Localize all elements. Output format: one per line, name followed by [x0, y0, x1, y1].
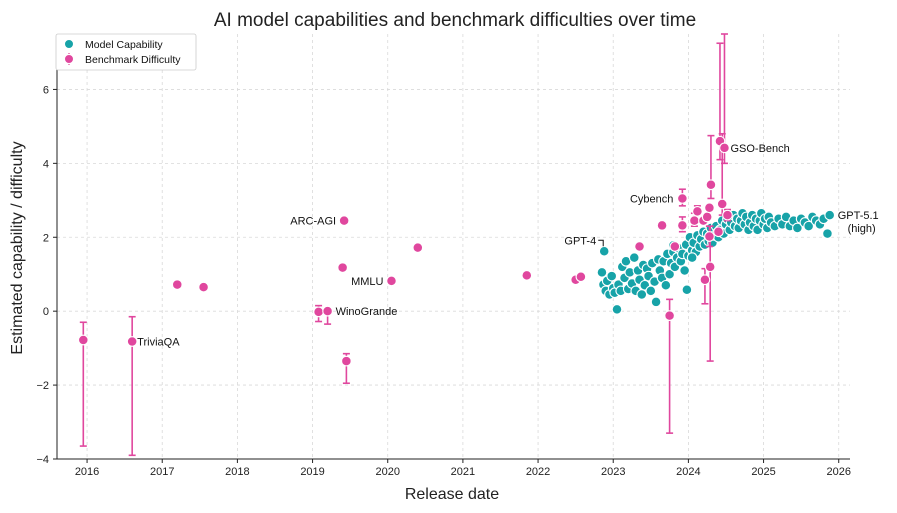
- annotation-label: ARC-AGI: [290, 216, 336, 228]
- benchmark-point: [386, 275, 397, 287]
- model-point: [645, 285, 657, 297]
- legend-label-benchmark: Benchmark Difficulty: [85, 54, 181, 66]
- model-point: [660, 279, 672, 291]
- legend-box: [55, 33, 197, 71]
- x-tick-label: 2016: [75, 466, 99, 478]
- model-point: [636, 289, 648, 300]
- x-tick-label: 2022: [526, 466, 550, 478]
- benchmark-point: [521, 269, 533, 281]
- x-tick-label: 2025: [751, 466, 775, 478]
- model-point: [664, 268, 675, 280]
- benchmark-point: [669, 241, 681, 252]
- benchmark-point: [677, 193, 688, 204]
- model-point: [611, 303, 623, 315]
- y-tick-label: −4: [36, 454, 49, 466]
- model-point: [596, 267, 608, 278]
- benchmark-point: [338, 215, 350, 226]
- chart-title: AI model capabilities and benchmark diff…: [214, 10, 696, 31]
- annotation-leader: [598, 239, 604, 247]
- model-point: [606, 270, 618, 282]
- series-benchmark-difficulty: [77, 33, 733, 457]
- benchmark-point: [337, 262, 348, 273]
- benchmark-point: [689, 215, 700, 226]
- model-point: [628, 252, 640, 263]
- benchmark-point: [677, 220, 688, 231]
- model-point: [822, 228, 833, 239]
- x-tick-label: 2023: [601, 466, 625, 478]
- x-axis: 2016 2017 2018 2019 2020 2021 2022 2023 2024 2025…: [75, 459, 851, 478]
- y-tick-label: 0: [43, 306, 49, 318]
- annotation-label: GPT-4: [564, 235, 596, 247]
- benchmark-point: [701, 211, 713, 223]
- benchmark-point: [713, 226, 724, 238]
- x-tick-label: 2018: [225, 466, 249, 478]
- y-axis: −4 −2 0 2 4 6: [36, 84, 57, 466]
- benchmark-point: [126, 336, 138, 347]
- model-point: [792, 222, 803, 234]
- benchmark-point: [575, 271, 587, 283]
- series-model-capability: [596, 207, 836, 315]
- model-point: [803, 220, 815, 232]
- model-point: [598, 245, 610, 257]
- benchmark-point: [704, 202, 715, 214]
- y-tick-label: 4: [43, 158, 49, 170]
- annotation-label: WinoGrande: [336, 306, 398, 318]
- x-tick-label: 2024: [676, 466, 700, 478]
- annotation-label: MMLU: [351, 276, 383, 288]
- legend-marker-benchmark: [63, 53, 75, 65]
- benchmark-point: [705, 179, 717, 191]
- annotation-label: TriviaQA: [137, 336, 180, 348]
- benchmark-point: [198, 281, 209, 293]
- benchmark-point: [656, 220, 668, 231]
- y-tick-label: 6: [43, 84, 49, 96]
- x-tick-label: 2017: [150, 466, 174, 478]
- annotations: TriviaQA WinoGrande ARC-AGI MMLU Cybench GSO-…: [137, 143, 879, 349]
- benchmark-point: [664, 310, 675, 321]
- benchmark-point: [704, 261, 716, 273]
- annotation-label: GPT-5.1: [838, 210, 879, 222]
- legend-marker-model: [63, 38, 75, 50]
- benchmark-point: [692, 206, 703, 217]
- benchmark-point: [704, 231, 715, 242]
- benchmark-point: [77, 334, 89, 346]
- x-tick-label: 2026: [826, 466, 850, 478]
- x-tick-label: 2019: [300, 466, 324, 478]
- axes-frame: [56, 34, 850, 460]
- annotation-label: Cybench: [630, 193, 673, 205]
- benchmark-point: [322, 305, 333, 317]
- benchmark-point: [722, 209, 733, 221]
- annotation-label: GSO-Bench: [730, 143, 789, 155]
- grid: [57, 34, 850, 460]
- x-tick-label: 2020: [375, 466, 399, 478]
- model-point: [824, 209, 836, 221]
- benchmark-point: [719, 142, 730, 154]
- benchmark-point: [313, 306, 324, 318]
- annotation-label: (high): [848, 223, 876, 235]
- y-tick-label: 2: [43, 232, 49, 244]
- y-axis-label: Estimated capability / difficulty: [9, 141, 26, 354]
- model-point: [681, 284, 693, 296]
- legend-label-model: Model Capability: [85, 39, 163, 51]
- x-tick-label: 2021: [451, 466, 475, 478]
- benchmark-point: [171, 279, 183, 290]
- benchmark-point: [699, 274, 711, 286]
- benchmark-point: [341, 355, 352, 367]
- model-point: [679, 265, 690, 276]
- benchmark-point: [412, 242, 424, 253]
- model-point: [650, 296, 662, 308]
- y-tick-label: −2: [36, 380, 49, 392]
- legend: Model Capability Benchmark Difficulty: [55, 33, 197, 71]
- x-axis-label: Release date: [405, 486, 499, 503]
- model-point: [686, 252, 698, 263]
- benchmark-point: [716, 198, 728, 210]
- benchmark-point: [634, 241, 645, 252]
